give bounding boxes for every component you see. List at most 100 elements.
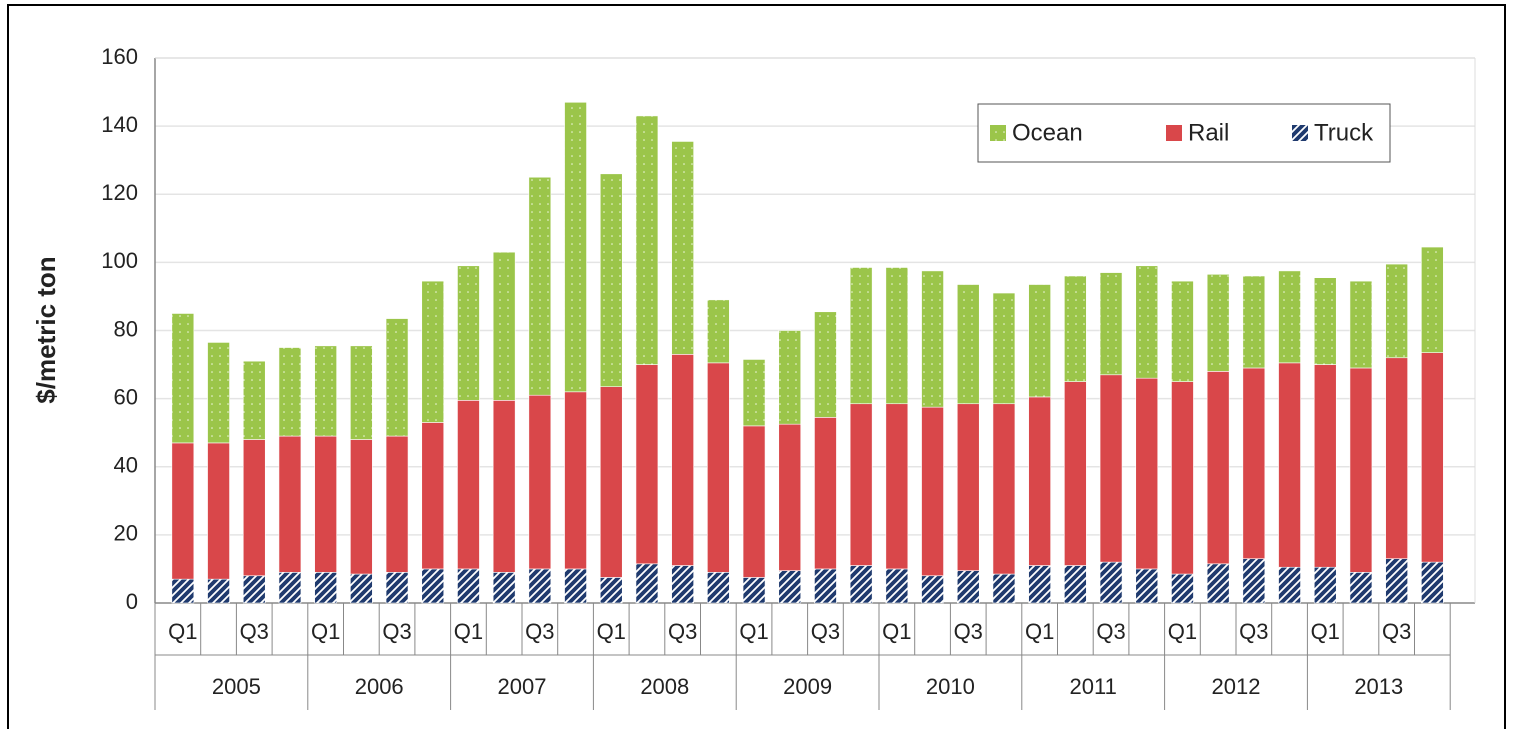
legend-label: Truck xyxy=(1314,119,1374,146)
bar-segment xyxy=(1171,573,1194,604)
bar-segment xyxy=(1135,568,1159,604)
bar-segment xyxy=(564,101,587,393)
bar-segment xyxy=(385,435,409,573)
group-label: 2009 xyxy=(783,674,832,699)
bar-segment xyxy=(457,400,480,570)
x-tick-label: Q3 xyxy=(240,619,269,644)
bar-segment xyxy=(1313,277,1337,365)
bar-segment xyxy=(1028,396,1051,566)
bar-segment xyxy=(385,572,409,604)
bar-segment xyxy=(671,565,694,604)
bar-segment xyxy=(457,265,480,401)
bar-segment xyxy=(742,425,766,578)
bar-segment xyxy=(207,442,230,580)
bar-segment xyxy=(778,570,802,604)
bar-segment xyxy=(849,565,873,604)
legend-swatch xyxy=(1166,125,1182,141)
y-tick-label: 80 xyxy=(114,316,138,341)
x-tick-label: Q3 xyxy=(811,619,840,644)
bar-segment xyxy=(314,435,337,573)
bar-segment xyxy=(1242,367,1266,560)
legend-label: Ocean xyxy=(1012,119,1083,146)
bar-segment xyxy=(1135,377,1159,570)
group-label: 2010 xyxy=(926,674,975,699)
x-tick-label: Q1 xyxy=(1168,619,1197,644)
bar-segment xyxy=(885,267,909,405)
bar-segment xyxy=(207,342,230,444)
bar-segment xyxy=(992,403,1016,575)
bar-segment xyxy=(1385,357,1408,560)
bar-segment xyxy=(314,572,337,604)
x-tick-label: Q1 xyxy=(311,619,340,644)
bar-segment xyxy=(1421,352,1444,563)
bar-segment xyxy=(1242,275,1266,369)
bar-segment xyxy=(421,422,445,570)
bar-segment xyxy=(1349,280,1373,369)
bar-segment xyxy=(921,270,944,408)
bar-segment xyxy=(1028,565,1051,604)
x-tick-label: Q3 xyxy=(382,619,411,644)
bar-segment xyxy=(1206,371,1230,565)
bar-segment xyxy=(1028,284,1051,398)
legend-label: Rail xyxy=(1188,119,1229,146)
bar-segment xyxy=(956,570,980,604)
x-tick-label: Q3 xyxy=(954,619,983,644)
bar-segment xyxy=(385,318,409,437)
bar-segment xyxy=(707,299,730,364)
x-tick-label: Q3 xyxy=(1239,619,1268,644)
bar-segment xyxy=(778,423,802,571)
bar-segment xyxy=(492,572,516,604)
bar-segment xyxy=(1064,565,1087,604)
bar-segment xyxy=(1385,558,1408,604)
x-tick-label: Q3 xyxy=(668,619,697,644)
bar-segment xyxy=(1135,265,1159,379)
x-tick-label: Q1 xyxy=(882,619,911,644)
x-tick-label: Q1 xyxy=(597,619,626,644)
group-label: 2005 xyxy=(212,674,261,699)
bar-segment xyxy=(492,400,516,573)
bar-segment xyxy=(1206,563,1230,604)
x-tick-label: Q1 xyxy=(1025,619,1054,644)
bar-segment xyxy=(528,568,552,604)
bar-segment xyxy=(171,442,195,580)
bar-segment xyxy=(885,568,909,604)
x-tick-label: Q1 xyxy=(739,619,768,644)
bar-segment xyxy=(885,403,909,570)
bar-segment xyxy=(1278,362,1301,568)
bar-segment xyxy=(350,573,373,604)
bar-segment xyxy=(1421,561,1444,604)
bar-segment xyxy=(1278,566,1301,604)
bar-segment xyxy=(171,313,195,444)
y-tick-label: 100 xyxy=(101,248,138,273)
bar-segment xyxy=(671,141,694,355)
legend-swatch xyxy=(990,125,1006,141)
y-tick-label: 140 xyxy=(101,112,138,137)
x-tick-label: Q1 xyxy=(454,619,483,644)
x-tick-label: Q3 xyxy=(525,619,554,644)
bar-segment xyxy=(528,394,552,570)
bar-segment xyxy=(171,578,195,604)
bar-segment xyxy=(956,284,980,405)
bar-segment xyxy=(635,364,659,565)
y-axis-label: $/metric ton xyxy=(31,256,61,403)
bar-segment xyxy=(921,575,944,604)
bar-segment xyxy=(278,572,302,604)
bar-segment xyxy=(1206,273,1230,372)
y-tick-label: 0 xyxy=(126,589,138,614)
group-label: 2011 xyxy=(1070,674,1117,699)
group-label: 2008 xyxy=(640,674,689,699)
bar-segment xyxy=(278,435,302,573)
x-tick-label: Q1 xyxy=(168,619,197,644)
bar-segment xyxy=(314,345,337,437)
x-tick-label: Q3 xyxy=(1096,619,1125,644)
bar-segment xyxy=(278,347,302,437)
bar-segment xyxy=(992,292,1016,405)
bar-segment xyxy=(814,568,837,604)
bar-segment xyxy=(849,267,873,405)
bar-segment xyxy=(564,568,587,604)
bar-segment xyxy=(1349,367,1373,573)
bar-segment xyxy=(1099,272,1123,376)
y-tick-label: 120 xyxy=(101,180,138,205)
bar-segment xyxy=(707,362,730,573)
bar-segment xyxy=(242,360,266,440)
